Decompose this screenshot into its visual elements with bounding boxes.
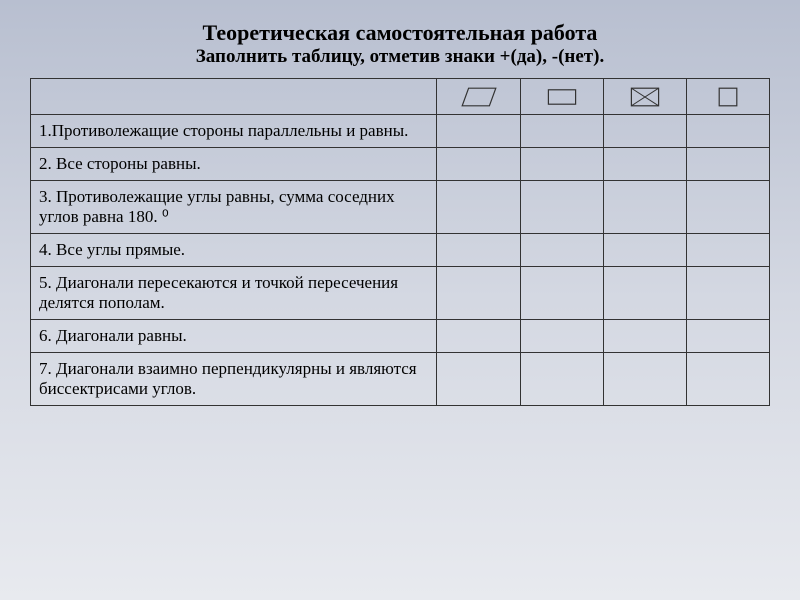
question-cell: 3. Противолежащие углы равны, сумма сосе…: [31, 181, 437, 234]
question-cell: 4. Все углы прямые.: [31, 234, 437, 267]
table-row: 7. Диагонали взаимно перпендикулярны и я…: [31, 353, 770, 406]
header-shape-rectangle: [520, 79, 603, 115]
answer-cell[interactable]: [686, 320, 769, 353]
answer-cell[interactable]: [520, 267, 603, 320]
question-cell: 7. Диагонали взаимно перпендикулярны и я…: [31, 353, 437, 406]
question-cell: 6. Диагонали равны.: [31, 320, 437, 353]
answer-cell[interactable]: [603, 320, 686, 353]
title-block: Теоретическая самостоятельная работа Зап…: [30, 20, 770, 68]
title-main: Теоретическая самостоятельная работа: [30, 20, 770, 46]
header-empty-cell: [31, 79, 437, 115]
question-cell: 2. Все стороны равны.: [31, 148, 437, 181]
header-shape-rect-diagonals: [603, 79, 686, 115]
table-row: 6. Диагонали равны.: [31, 320, 770, 353]
answer-cell[interactable]: [437, 234, 520, 267]
answer-cell[interactable]: [520, 115, 603, 148]
table-row: 2. Все стороны равны.: [31, 148, 770, 181]
answer-cell[interactable]: [686, 267, 769, 320]
answer-cell[interactable]: [437, 320, 520, 353]
answer-cell[interactable]: [520, 148, 603, 181]
answer-cell[interactable]: [437, 181, 520, 234]
answer-cell[interactable]: [603, 353, 686, 406]
answer-cell[interactable]: [603, 267, 686, 320]
table-row: 5. Диагонали пересекаются и точкой перес…: [31, 267, 770, 320]
table-row: 3. Противолежащие углы равны, сумма сосе…: [31, 181, 770, 234]
answer-cell[interactable]: [603, 234, 686, 267]
answer-cell[interactable]: [520, 353, 603, 406]
header-shape-parallelogram: [437, 79, 520, 115]
question-cell: 1.Противолежащие стороны параллельны и р…: [31, 115, 437, 148]
table-header-row: [31, 79, 770, 115]
answer-cell[interactable]: [520, 234, 603, 267]
table-row: 4. Все углы прямые.: [31, 234, 770, 267]
answer-cell[interactable]: [686, 234, 769, 267]
answer-cell[interactable]: [603, 148, 686, 181]
table-row: 1.Противолежащие стороны параллельны и р…: [31, 115, 770, 148]
answer-cell[interactable]: [437, 148, 520, 181]
header-shape-square: [686, 79, 769, 115]
answer-cell[interactable]: [603, 181, 686, 234]
answer-cell[interactable]: [686, 148, 769, 181]
answer-cell[interactable]: [437, 115, 520, 148]
question-cell: 5. Диагонали пересекаются и точкой перес…: [31, 267, 437, 320]
answer-cell[interactable]: [520, 320, 603, 353]
answer-cell[interactable]: [686, 353, 769, 406]
answer-cell[interactable]: [437, 353, 520, 406]
answer-cell[interactable]: [603, 115, 686, 148]
answer-cell[interactable]: [520, 181, 603, 234]
title-sub: Заполнить таблицу, отметив знаки +(да), …: [30, 46, 770, 68]
answer-cell[interactable]: [437, 267, 520, 320]
properties-table: 1.Противолежащие стороны параллельны и р…: [30, 78, 770, 406]
answer-cell[interactable]: [686, 115, 769, 148]
answer-cell[interactable]: [686, 181, 769, 234]
